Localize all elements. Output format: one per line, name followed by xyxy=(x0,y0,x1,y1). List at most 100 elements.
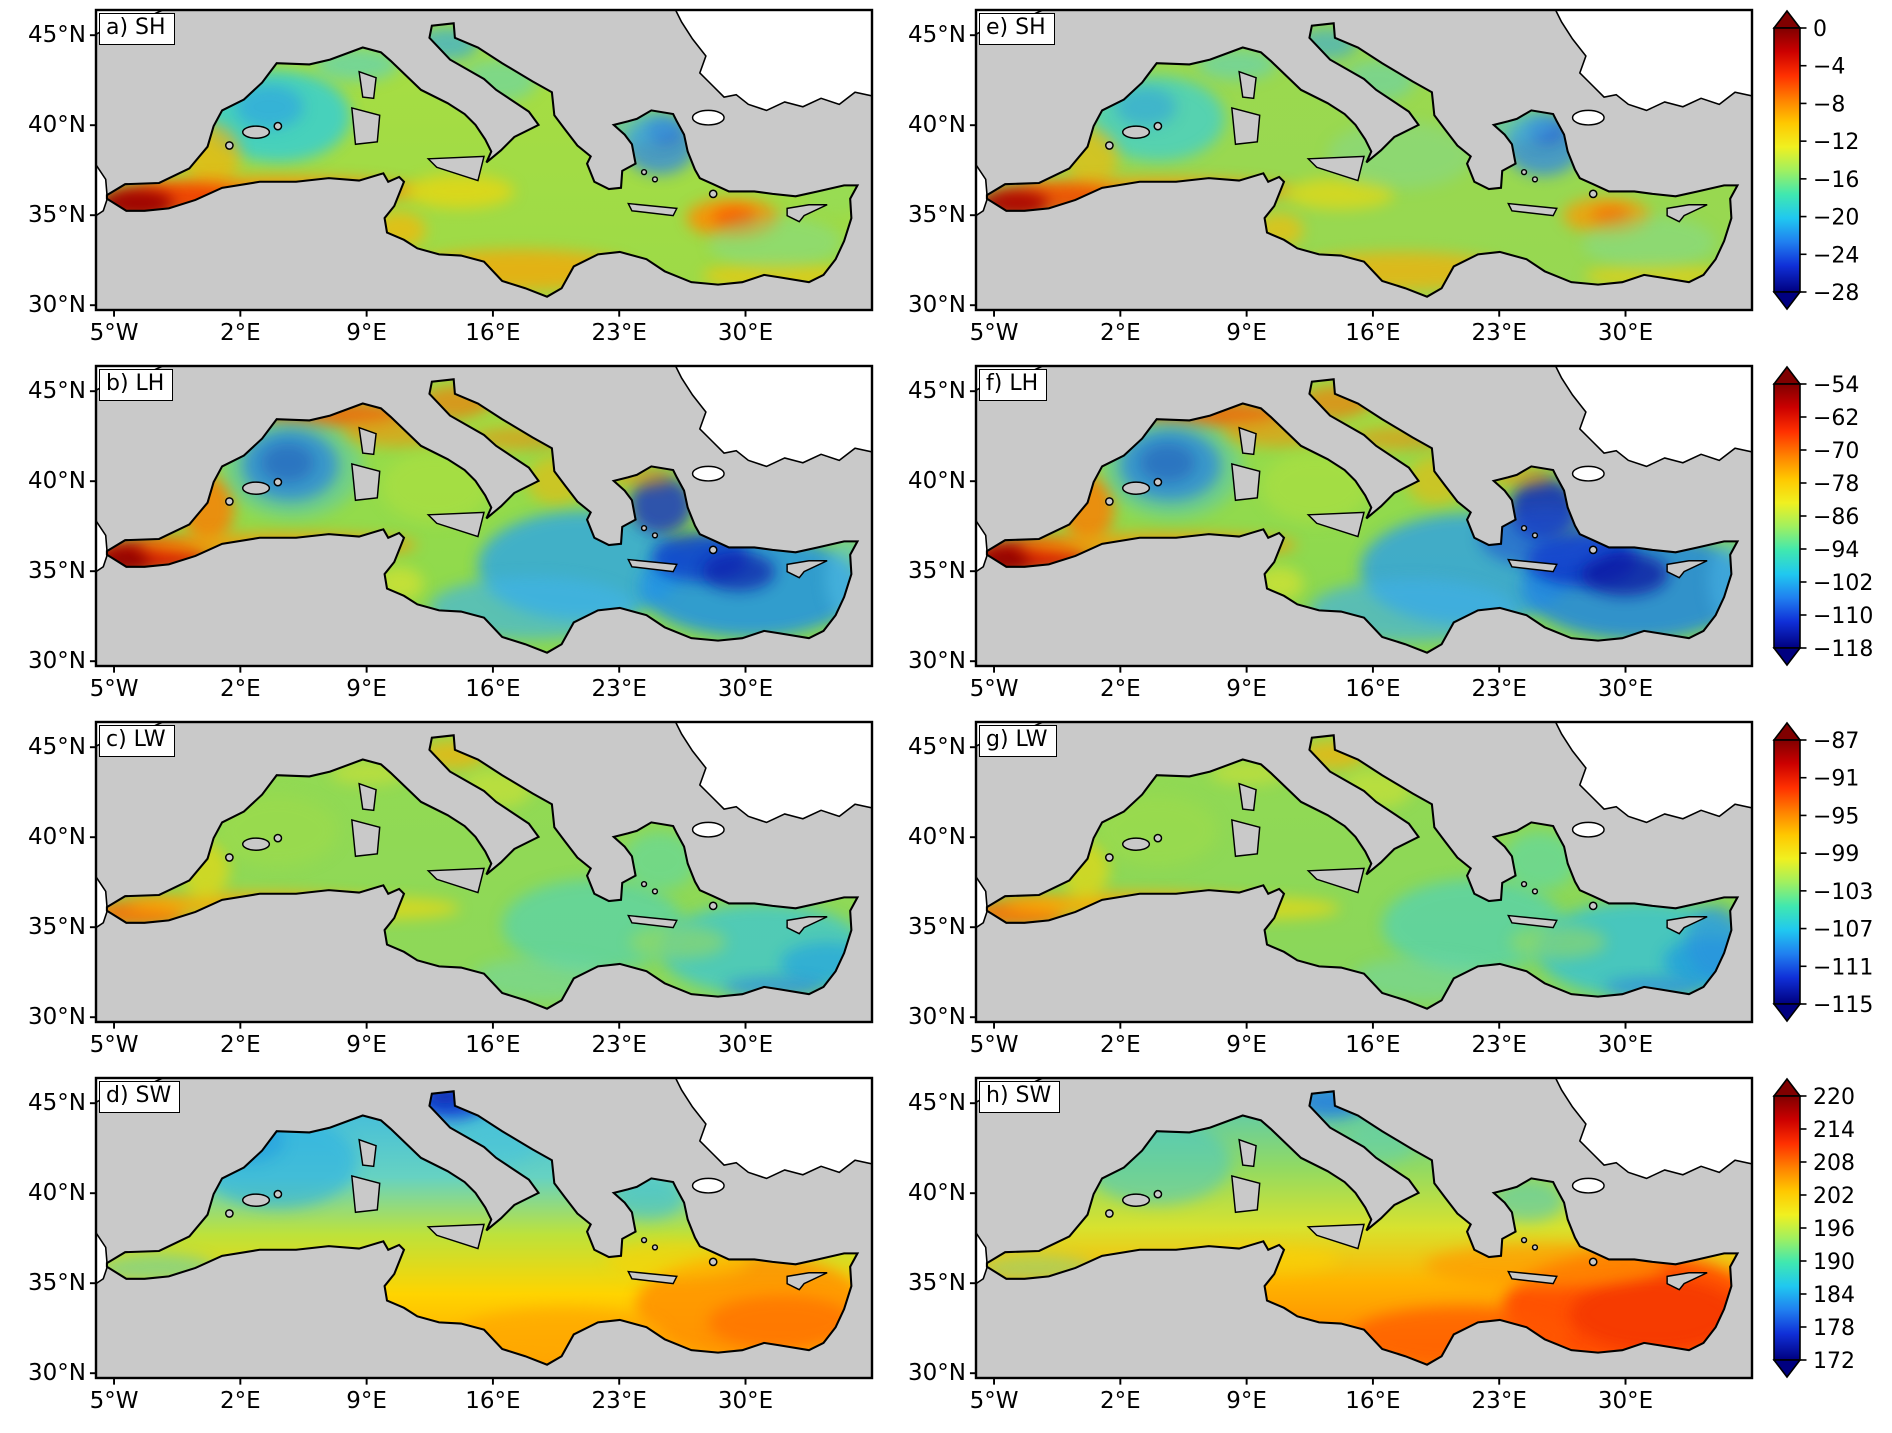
coastline xyxy=(105,734,860,1010)
map-svg xyxy=(89,364,874,673)
island-rhodes xyxy=(1588,545,1598,555)
y-tick-label: 45°N xyxy=(908,378,966,405)
colorbar-tick-label: −118 xyxy=(1813,637,1873,662)
island-ibiza xyxy=(225,141,234,150)
colorbar-arrow-max xyxy=(1772,721,1802,741)
panel-label: e) SH xyxy=(979,13,1055,45)
map-svg xyxy=(969,8,1754,317)
panel-label: a) SH xyxy=(99,13,175,45)
x-tick-label: 23°E xyxy=(1471,320,1527,346)
island-menorca xyxy=(273,477,283,487)
map-panel-c-lw: 45°N 40°N 35°N 30°N 5°W 2°E 9°E 16°E 23°E 30°E c) … xyxy=(0,720,874,1067)
sea-of-marmara xyxy=(691,465,725,482)
x-tick-label: 5°W xyxy=(969,676,1019,702)
x-tick-label: 2°E xyxy=(219,1032,261,1058)
y-tick-label: 40°N xyxy=(908,468,966,495)
sea-of-marmara xyxy=(1571,1177,1605,1194)
x-tick-label: 23°E xyxy=(591,1388,647,1414)
map-panel-g-lw: 45°N 40°N 35°N 30°N 5°W 2°E 9°E 16°E 23°E 30°E g) … xyxy=(880,720,1754,1067)
island-menorca xyxy=(1153,833,1163,843)
field-blob xyxy=(1570,1277,1738,1351)
y-tick-label: 35°N xyxy=(28,558,86,585)
colorbar-tick-label: −86 xyxy=(1813,505,1859,530)
field-blob xyxy=(629,476,693,535)
x-tick-label: 9°E xyxy=(1226,1032,1267,1058)
colorbar-tick-label: −115 xyxy=(1813,993,1873,1018)
map-canvas: b) LH xyxy=(89,364,874,673)
field-blob xyxy=(235,85,304,129)
axes-frame xyxy=(94,720,874,1024)
x-tick-label: 30°E xyxy=(717,320,774,346)
x-tick-label: 9°E xyxy=(346,1032,387,1058)
x-tick-label: 5°W xyxy=(89,320,139,346)
island-menorca xyxy=(1153,1189,1163,1199)
island-corsica xyxy=(1238,782,1257,812)
map-svg xyxy=(969,720,1754,1029)
island-mallorca xyxy=(1121,837,1151,851)
colorbar-tick-label: 172 xyxy=(1813,1349,1855,1374)
black-sea xyxy=(674,9,873,112)
black-sea xyxy=(1554,1077,1753,1180)
x-tick-label: 5°W xyxy=(89,1032,139,1058)
colorbar-tick-label: −54 xyxy=(1813,373,1859,398)
map-svg xyxy=(969,1076,1754,1385)
island-mallorca xyxy=(1121,125,1151,139)
colorbar-tick-label: 190 xyxy=(1813,1250,1855,1275)
island-corsica xyxy=(358,70,377,100)
island-cyclades xyxy=(651,888,659,895)
x-tick-label: 5°W xyxy=(969,1032,1019,1058)
island-cyprus xyxy=(1666,916,1708,935)
colorbar-tick-label: −107 xyxy=(1813,918,1873,943)
island-crete xyxy=(627,202,678,217)
x-tick-label: 23°E xyxy=(591,320,647,346)
black-sea xyxy=(1554,9,1753,112)
map-panel-b-lh: 45°N 40°N 35°N 30°N 5°W 2°E 9°E 16°E 23°E 30°E b) … xyxy=(0,364,874,711)
colorbar-tick-label: −103 xyxy=(1813,880,1873,905)
colorbar-arrow-min xyxy=(1772,1359,1802,1379)
x-tick-label: 16°E xyxy=(1345,320,1401,346)
island-cyclades xyxy=(651,176,659,183)
island-cyclades xyxy=(1531,532,1539,539)
island-rhodes xyxy=(1588,189,1598,199)
field-blob xyxy=(1115,87,1177,127)
field-blob xyxy=(825,535,858,621)
colorbar-tick-label: −91 xyxy=(1813,767,1859,792)
x-tick-label: 16°E xyxy=(465,1388,521,1414)
island-menorca xyxy=(273,833,283,843)
y-tick-label: 40°N xyxy=(28,112,86,139)
island-cyclades xyxy=(640,524,648,532)
sea-of-marmara xyxy=(691,109,725,126)
x-tick-label: 30°E xyxy=(717,1388,774,1414)
y-tick-label: 35°N xyxy=(908,914,966,941)
island-menorca xyxy=(273,121,283,131)
y-tick-label: 40°N xyxy=(28,1180,86,1207)
y-tick-label: 45°N xyxy=(28,378,86,405)
island-corsica xyxy=(1238,70,1257,100)
x-tick-label: 2°E xyxy=(219,1388,261,1414)
x-tick-label: 30°E xyxy=(717,1032,774,1058)
colorbar-tick-label: 220 xyxy=(1813,1085,1855,1110)
black-sea xyxy=(674,721,873,824)
island-ibiza xyxy=(1105,853,1114,862)
sea-of-marmara xyxy=(1571,821,1605,838)
x-tick-label: 9°E xyxy=(346,676,387,702)
map-panel-e-sh: 45°N 40°N 35°N 30°N 5°W 2°E 9°E 16°E 23°E 30°E e) … xyxy=(880,8,1754,355)
island-sardinia xyxy=(1231,463,1261,502)
y-tick-label: 35°N xyxy=(28,914,86,941)
island-crete xyxy=(627,1270,678,1285)
colorbar-tick-label: −28 xyxy=(1813,281,1859,306)
map-svg xyxy=(89,8,874,317)
y-tick-label: 35°N xyxy=(908,558,966,585)
black-sea xyxy=(1554,721,1753,824)
coastline xyxy=(985,1090,1740,1366)
colorbar-svg: −87 −91 −95 −99 −103 −107 −111 −115 xyxy=(1772,721,1873,1023)
x-tick-label: 16°E xyxy=(465,1032,521,1058)
colorbar-tick-label: −24 xyxy=(1813,243,1859,268)
colorbar-tick-label: −99 xyxy=(1813,842,1859,867)
x-tick-label: 16°E xyxy=(1345,1388,1401,1414)
field-blob xyxy=(1509,925,1607,960)
y-tick-label: 30°N xyxy=(908,648,966,675)
sea-of-marmara xyxy=(691,1177,725,1194)
panel-label: h) SW xyxy=(979,1081,1061,1113)
island-mallorca xyxy=(241,837,271,851)
